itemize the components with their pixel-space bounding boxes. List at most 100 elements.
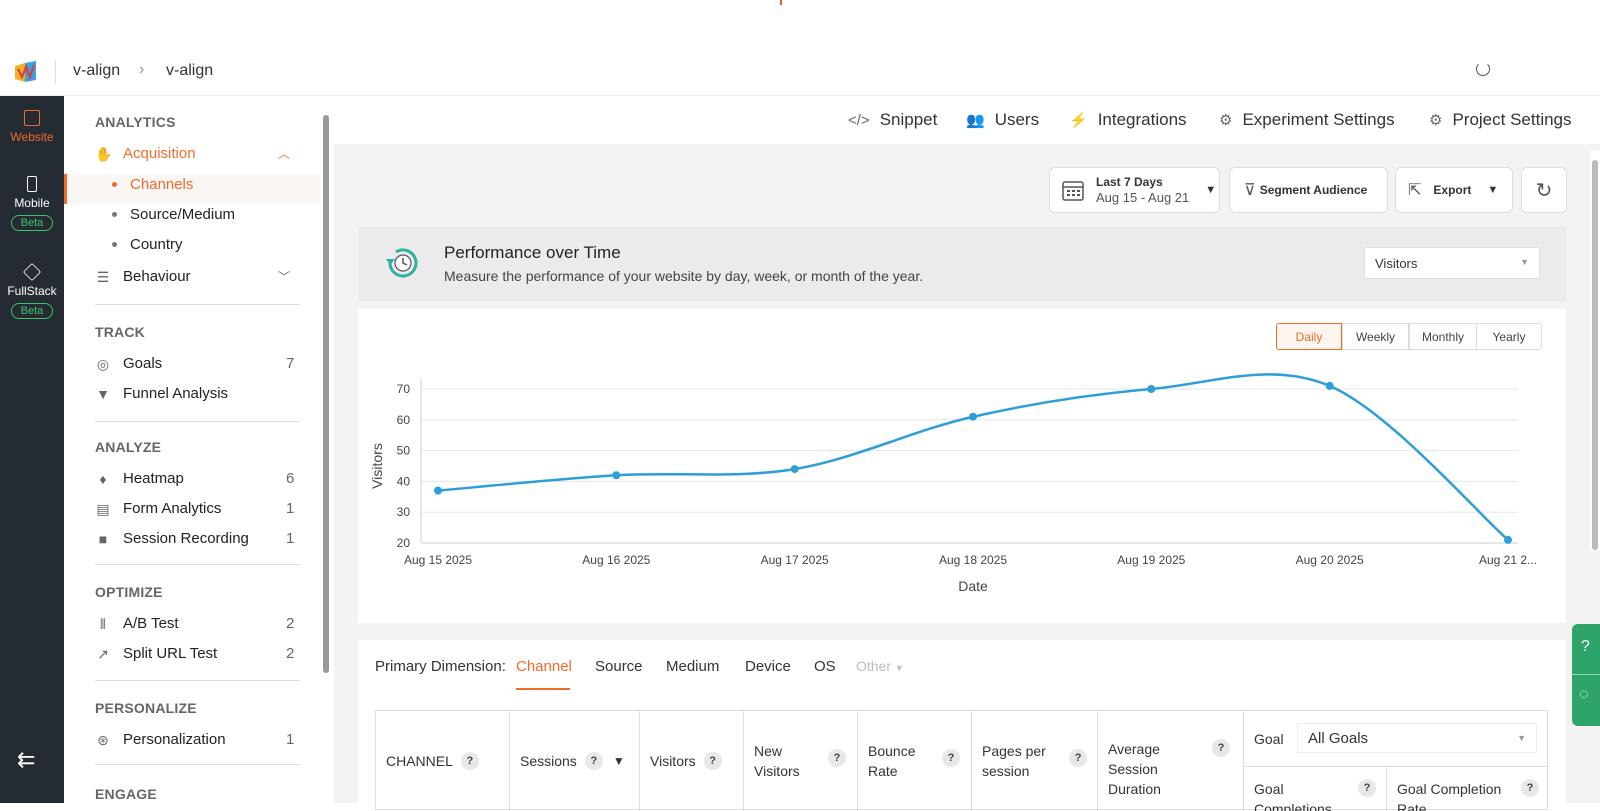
sidebar-item-channels[interactable]: Channels [112,176,193,193]
chevron-down-icon: ﹀ [278,269,291,284]
export-button[interactable]: ⇱ Export ▼ [1395,167,1513,213]
logo-icon[interactable] [12,58,40,86]
sidebar-item-form-analytics[interactable]: ▤ Form Analytics 1 [95,496,320,520]
metric-select[interactable]: Visitors ▼ [1364,247,1540,279]
project-settings-link[interactable]: ⚙ Project Settings [1429,110,1572,130]
help-icon[interactable]: ? [703,752,722,770]
period-yearly[interactable]: Yearly [1476,323,1542,350]
breadcrumb-account[interactable]: v-align [73,62,121,79]
handshake-icon: ✋ [95,146,113,162]
channel-table: CHANNEL ? Sessions ? ▼ Visitors ? New Vi… [375,710,1549,811]
chat-icon[interactable]: ◌ [1579,686,1589,703]
dimension-table-card: Primary Dimension: Channel Source Medium… [358,640,1566,811]
sidebar-item-session-recording[interactable]: ■ Session Recording 1 [95,526,320,550]
col-new-visitors[interactable]: New Visitors ? [744,711,858,811]
list-icon: ☰ [96,269,110,285]
main-scrollbar[interactable] [1590,150,1600,550]
support-widget: ? ◌ [1572,624,1600,726]
y-tick-label: 60 [397,413,411,427]
gear-icon: ⚙ [1219,112,1233,129]
sidebar-item-split-url[interactable]: ↗ Split URL Test 2 [95,641,320,665]
sidebar-item-goals[interactable]: ◎ Goals 7 [95,351,320,375]
sidebar-item-label: Form Analytics [123,499,222,517]
main-scrollbar-thumb[interactable] [1592,160,1598,550]
help-icon[interactable]: ? [460,752,479,770]
segment-audience-button[interactable]: ⊽ Segment Audience [1229,167,1388,213]
data-point [1504,535,1512,544]
button-label: Export [1433,183,1472,197]
collapse-sidebar-icon[interactable]: ⇇ [17,747,36,772]
y-tick-label: 20 [397,536,411,550]
col-bounce-rate[interactable]: Bounce Rate ? [858,711,972,811]
snippet-link[interactable]: </> Snippet [848,110,937,130]
sidebar-item-acquisition[interactable]: ✋ Acquisition ︿ [95,141,320,165]
rail-item-website[interactable]: Website [0,110,64,144]
tab-source[interactable]: Source [595,658,643,675]
sort-desc-icon[interactable]: ▼ [612,754,625,768]
divider [95,421,300,422]
col-label: Visitors [650,753,696,769]
caret-down-icon: ▼ [1520,257,1529,267]
data-point [434,486,442,495]
dimension-label: Primary Dimension: [375,658,506,675]
sidebar-item-source-medium[interactable]: Source/Medium [112,206,235,223]
tab-medium[interactable]: Medium [666,658,720,675]
sidebar-item-personalization[interactable]: ⊛ Personalization 1 [95,727,320,751]
active-tab-underline [516,688,570,690]
x-tick-label: Aug 17 2025 [761,553,829,567]
beta-badge: Beta [10,303,54,319]
sidebar-item-behaviour[interactable]: ☰ Behaviour ﹀ [95,264,320,288]
section-heading: ANALYZE [95,439,162,455]
divider [95,304,300,305]
tab-other-dropdown[interactable]: Other ▼ [856,658,904,674]
help-icon[interactable]: ? [584,752,603,770]
series-line [437,373,1509,541]
help-icon[interactable]: ? [1521,779,1539,797]
experiment-settings-link[interactable]: ⚙ Experiment Settings [1219,110,1395,130]
help-icon[interactable]: ? [942,749,960,767]
goal-label: Goal [1254,730,1284,747]
period-daily[interactable]: Daily [1276,323,1342,350]
sidebar-item-funnel[interactable]: ▼ Funnel Analysis [95,381,320,405]
bullet [112,182,117,187]
x-tick-label: Aug 15 2025 [404,553,472,567]
col-label: Pages per session [982,743,1046,779]
date-range-picker[interactable]: Last 7 Days Aug 15 - Aug 21 ▼ [1049,167,1220,213]
date-range-title: Last 7 Days [1096,175,1163,189]
sidebar-item-ab-test[interactable]: ⫴ A/B Test 2 [95,611,320,635]
help-icon[interactable]: ? [1069,749,1087,767]
sidebar-item-heatmap[interactable]: ♦ Heatmap 6 [95,466,320,490]
refresh-button[interactable]: ↻ [1521,167,1567,213]
sidebar-scrollbar-thumb[interactable] [323,115,329,673]
rail-item-fullstack[interactable]: FullStack Beta [0,262,64,319]
col-sessions[interactable]: Sessions ? ▼ [510,711,640,811]
rail-item-mobile[interactable]: Mobile Beta [0,176,64,231]
col-channel[interactable]: CHANNEL ? [376,711,510,811]
tab-device[interactable]: Device [745,658,791,675]
y-tick-label: 70 [397,382,411,396]
help-icon[interactable]: ? [1581,638,1590,655]
integrations-link[interactable]: ⚡ Integrations [1069,110,1187,130]
help-icon[interactable]: ? [828,749,846,767]
col-pages-per-session[interactable]: Pages per session ? [972,711,1098,811]
breadcrumb-project[interactable]: v-align [166,62,214,79]
sidebar: ANALYTICS ✋ Acquisition ︿ Channels Sourc… [64,96,320,803]
period-monthly[interactable]: Monthly [1409,323,1477,350]
col-visitors[interactable]: Visitors ? [640,711,744,811]
tab-channel[interactable]: Channel [516,658,572,675]
col-avg-session-duration[interactable]: Average Session Duration ? [1098,711,1244,811]
tab-os[interactable]: OS [814,658,836,675]
rail-item-label: Mobile [14,196,50,210]
period-weekly[interactable]: Weekly [1342,323,1409,350]
col-goal-completion-rate[interactable]: Goal Completion Rate ? [1387,767,1549,811]
col-goal-completions[interactable]: Goal Completions ? [1244,767,1387,811]
sidebar-item-country[interactable]: Country [112,236,183,253]
col-label: New Visitors [754,743,800,779]
goal-select[interactable]: All Goals ▼ [1297,723,1537,753]
help-icon[interactable]: ? [1212,739,1230,757]
help-icon[interactable]: ? [1358,779,1376,797]
rail-item-label: Website [10,130,54,144]
goal-select-value: All Goals [1308,730,1369,747]
caret-down-icon: ▼ [1517,733,1526,743]
users-link[interactable]: 👥 Users [966,110,1039,130]
